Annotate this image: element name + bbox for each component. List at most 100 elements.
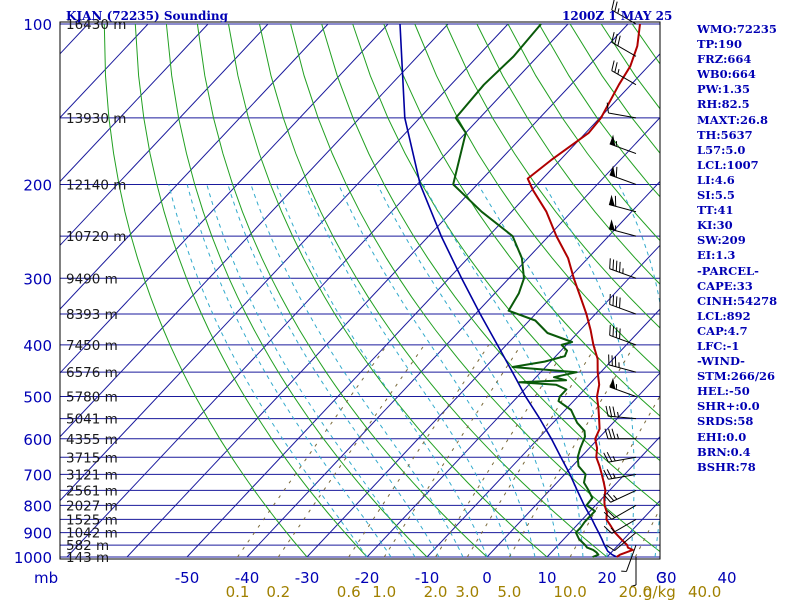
wind-barb [605, 405, 637, 420]
index-item: FRZ:664 [697, 52, 752, 67]
pressure-tick-label: 100 [23, 16, 52, 34]
dry-adiabat [321, 23, 660, 507]
dry-adiabat [196, 23, 488, 558]
isotherm-line [246, 116, 660, 558]
wind-barb [611, 60, 637, 86]
wind-barb [608, 194, 637, 213]
pressure-unit-label: mb [34, 569, 58, 587]
altitude-label: 13930 m [66, 111, 126, 127]
temperature-tick-label: 30 [657, 569, 676, 587]
isotherm-line [60, 23, 149, 119]
wind-barb [603, 451, 637, 463]
index-item: LCL:1007 [697, 157, 759, 172]
temperature-tick-label: -30 [295, 569, 320, 587]
wind-barb [608, 219, 637, 237]
mixing-ratio-tick-label: 10.0 [553, 583, 586, 600]
temperature-tick-label: 10 [537, 569, 556, 587]
isotherm-line [60, 23, 269, 247]
temperature-tick-label: -20 [355, 569, 380, 587]
altitude-label: 9490 m [66, 271, 118, 287]
altitude-label: 2561 m [66, 483, 118, 499]
mixing-ratio-tick-label: 5.0 [497, 583, 521, 600]
mixing-ratio-tick-label: 0.2 [266, 583, 290, 600]
index-panel: WMO:72235 TP:190 FRZ:664 WB0:664 PW:1.35 RH:8… [697, 22, 797, 475]
pressure-tick-label: 400 [23, 337, 52, 355]
mixing-ratio-line [508, 344, 635, 558]
index-item: WMO:72235 [697, 22, 777, 36]
plot-background [60, 22, 660, 559]
index-item: BRN:0.4 [697, 444, 751, 459]
mixing-ratio-line [569, 395, 660, 558]
pressure-tick-label: 600 [23, 431, 52, 449]
isotherm-line [60, 23, 449, 438]
index-item: CAPE:33 [697, 278, 753, 293]
moist-adiabat [422, 184, 584, 558]
pressure-tick-label: 900 [23, 525, 52, 543]
dry-adiabat [165, 23, 428, 558]
plot-frame [59, 21, 661, 560]
wind-barb [609, 134, 637, 155]
mixing-ratio-tick-label: 3.0 [455, 583, 479, 600]
dewpoint-trace [452, 23, 600, 558]
temperature-tick-label: -40 [235, 569, 260, 587]
index-item: LI:4.6 [697, 172, 735, 187]
temperature-tick-label: 0 [482, 569, 492, 587]
mixing-ratio-tick-label: 40.0 [688, 583, 721, 600]
wind-barb [608, 354, 637, 373]
dry-adiabat [414, 23, 660, 373]
temperature-tick-label: 20 [597, 569, 616, 587]
index-item: EI:1.3 [697, 248, 736, 263]
altitude-label: 582 m [66, 538, 109, 554]
pressure-tick-label: 800 [23, 497, 52, 515]
altitude-label: 1525 m [66, 512, 118, 528]
temperature-tick-label: 40 [717, 569, 736, 587]
altitude-label: 2027 m [66, 498, 118, 514]
mixing-ratio-line [277, 344, 425, 558]
index-item: SHR+:0.0 [697, 399, 760, 414]
station-title: KJAN (72235) Sounding [66, 9, 229, 23]
pressure-tick-label: 300 [23, 270, 52, 288]
altitude-label: 16430 m [66, 17, 126, 33]
isotherm-line [426, 308, 660, 558]
wind-barb [611, 32, 637, 57]
mixing-ratio-tick-label: 2.0 [424, 583, 448, 600]
wind-barb [621, 544, 637, 572]
dry-adiabat [445, 23, 660, 329]
sounding-time: 1200Z 1 MAY 25 [562, 9, 672, 23]
wind-barb [605, 532, 637, 552]
index-item: CINH:54278 [697, 293, 778, 308]
index-item: SI:5.5 [697, 188, 735, 203]
index-item: HEL:-50 [697, 384, 750, 399]
altitude-label: 5041 m [66, 412, 118, 428]
isotherm-line [126, 23, 629, 558]
moist-adiabat [304, 184, 512, 558]
index-item: LFC:-1 [697, 338, 740, 353]
moist-adiabat [276, 184, 488, 558]
index-item: BSHR:78 [697, 459, 756, 474]
celsius-label: C [656, 569, 666, 587]
isotherm-line [366, 244, 660, 558]
wind-barb [603, 518, 637, 534]
index-item: TT:41 [697, 203, 734, 218]
moist-adiabat [376, 184, 560, 558]
wind-barb [609, 293, 637, 315]
dry-adiabat [352, 23, 660, 462]
index-item: EHI:0.0 [697, 429, 747, 444]
altitude-label: 10720 m [66, 229, 126, 245]
isotherm-line [60, 23, 209, 183]
mixing-ratio-tick-label: 1.0 [372, 583, 396, 600]
moist-adiabat [168, 184, 368, 558]
index-item: WB0:664 [697, 67, 756, 82]
altitude-label: 8393 m [66, 307, 118, 323]
dry-adiabat [134, 23, 368, 558]
temperature-tick-label: -50 [175, 569, 200, 587]
altitude-label: 7450 m [66, 338, 118, 354]
index-item: -WIND- [697, 354, 745, 369]
index-item: MAXT:26.8 [697, 112, 768, 127]
wind-barb [604, 428, 636, 440]
wind-barb [606, 102, 637, 119]
altitude-label: 12140 m [66, 177, 126, 193]
altitude-label: 5780 m [66, 390, 118, 406]
altitude-label: 4355 m [66, 432, 118, 448]
